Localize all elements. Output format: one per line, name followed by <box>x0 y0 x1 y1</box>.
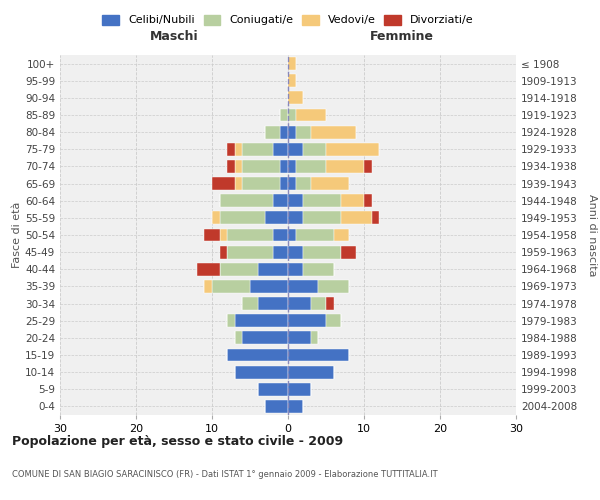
Bar <box>235 314 288 327</box>
Bar <box>296 228 334 241</box>
Bar <box>235 177 242 190</box>
Bar <box>227 348 288 362</box>
Text: Maschi: Maschi <box>149 30 199 43</box>
Text: Popolazione per età, sesso e stato civile - 2009: Popolazione per età, sesso e stato civil… <box>12 435 343 448</box>
Bar <box>288 57 296 70</box>
Bar <box>212 212 220 224</box>
Bar <box>288 92 303 104</box>
Bar <box>326 297 334 310</box>
Bar <box>371 212 379 224</box>
Text: Femmine: Femmine <box>370 30 434 43</box>
Bar <box>288 177 296 190</box>
Bar <box>227 160 235 173</box>
Bar <box>197 263 220 276</box>
Bar <box>242 160 280 173</box>
Bar <box>265 212 288 224</box>
Bar <box>296 160 326 173</box>
Bar <box>288 280 319 293</box>
Bar <box>205 280 212 293</box>
Bar <box>250 280 288 293</box>
Bar <box>288 74 296 87</box>
Bar <box>212 280 250 293</box>
Bar <box>288 383 311 396</box>
Bar <box>311 126 356 138</box>
Bar <box>303 143 326 156</box>
Bar <box>288 108 296 122</box>
Bar <box>205 228 220 241</box>
Bar <box>235 160 242 173</box>
Bar <box>265 400 288 413</box>
Bar <box>303 212 341 224</box>
Bar <box>242 177 280 190</box>
Bar <box>220 246 227 258</box>
Bar <box>326 143 379 156</box>
Bar <box>280 177 288 190</box>
Bar <box>220 212 265 224</box>
Bar <box>280 160 288 173</box>
Bar <box>288 400 303 413</box>
Bar <box>242 332 288 344</box>
Bar <box>227 143 235 156</box>
Bar <box>235 366 288 378</box>
Bar <box>341 212 371 224</box>
Bar <box>242 143 273 156</box>
Bar <box>288 314 326 327</box>
Bar <box>288 348 349 362</box>
Bar <box>288 143 303 156</box>
Bar <box>273 228 288 241</box>
Bar <box>288 297 311 310</box>
Bar <box>364 194 371 207</box>
Bar <box>334 228 349 241</box>
Bar <box>280 108 288 122</box>
Bar <box>220 228 227 241</box>
Bar <box>227 314 235 327</box>
Bar <box>273 246 288 258</box>
Y-axis label: Anni di nascita: Anni di nascita <box>587 194 597 276</box>
Bar <box>341 246 356 258</box>
Bar <box>288 212 303 224</box>
Bar <box>288 332 311 344</box>
Bar <box>288 263 303 276</box>
Bar <box>227 228 273 241</box>
Bar <box>326 160 364 173</box>
Bar <box>296 177 311 190</box>
Bar <box>288 366 334 378</box>
Bar <box>288 194 303 207</box>
Bar <box>288 160 296 173</box>
Bar <box>288 228 296 241</box>
Bar <box>303 263 334 276</box>
Bar <box>341 194 364 207</box>
Bar <box>364 160 371 173</box>
Bar <box>311 177 349 190</box>
Bar <box>280 126 288 138</box>
Bar <box>288 246 303 258</box>
Bar <box>257 297 288 310</box>
Text: COMUNE DI SAN BIAGIO SARACINISCO (FR) - Dati ISTAT 1° gennaio 2009 - Elaborazion: COMUNE DI SAN BIAGIO SARACINISCO (FR) - … <box>12 470 437 479</box>
Bar <box>311 332 319 344</box>
Bar <box>288 126 296 138</box>
Bar <box>273 194 288 207</box>
Bar <box>319 280 349 293</box>
Bar <box>273 143 288 156</box>
Legend: Celibi/Nubili, Coniugati/e, Vedovi/e, Divorziati/e: Celibi/Nubili, Coniugati/e, Vedovi/e, Di… <box>98 10 478 30</box>
Bar <box>311 297 326 310</box>
Bar <box>265 126 280 138</box>
Bar <box>235 143 242 156</box>
Bar <box>257 383 288 396</box>
Bar <box>257 263 288 276</box>
Bar <box>326 314 341 327</box>
Bar <box>235 332 242 344</box>
Bar <box>212 177 235 190</box>
Bar <box>303 194 341 207</box>
Bar <box>296 108 326 122</box>
Bar <box>303 246 341 258</box>
Y-axis label: Fasce di età: Fasce di età <box>12 202 22 268</box>
Bar <box>242 297 257 310</box>
Bar <box>220 263 257 276</box>
Bar <box>227 246 273 258</box>
Bar <box>296 126 311 138</box>
Bar <box>220 194 273 207</box>
